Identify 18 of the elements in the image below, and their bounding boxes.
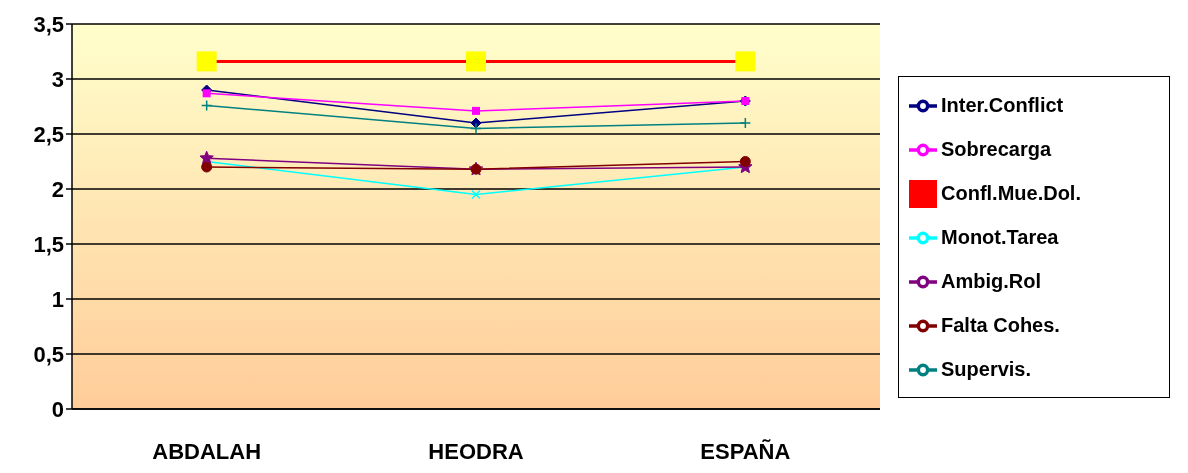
legend-label: Monot.Tarea (941, 225, 1059, 248)
y-tick-label: 3,5 (33, 11, 64, 37)
legend-label: Inter.Conflict (941, 93, 1064, 116)
legend-label: Sobrecarga (941, 137, 1052, 160)
x-tick-label: ABDALAH (152, 438, 262, 464)
y-tick-label: 1,5 (33, 231, 64, 257)
y-tick-label: 2,5 (33, 121, 64, 147)
y-tick-label: 0,5 (33, 341, 64, 367)
legend-label: Confl.Mue.Dol. (941, 181, 1081, 204)
legend-label: Supervis. (941, 357, 1032, 380)
y-tick-label: 3 (51, 66, 64, 92)
legend-label: Ambig.Rol (941, 269, 1041, 292)
y-tick-label: 0 (51, 396, 64, 422)
y-tick-label: 1 (51, 286, 64, 312)
legend-label: Falta Cohes. (941, 313, 1060, 336)
x-tick-label: HEODRA (428, 438, 524, 464)
x-tick-label: ESPAÑA (700, 438, 791, 464)
y-tick-label: 2 (51, 176, 64, 202)
